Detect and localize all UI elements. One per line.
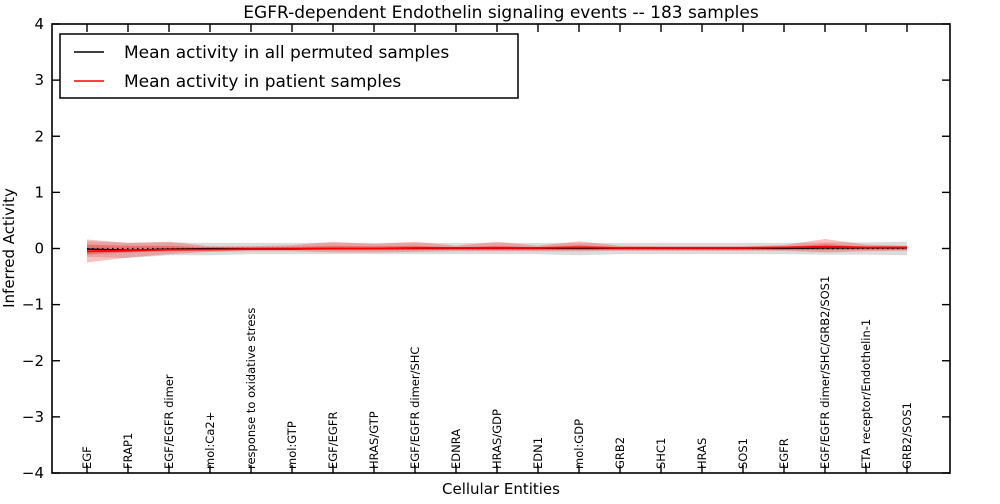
- x-tick-label: EGF: [80, 446, 94, 469]
- x-tick-label: GRB2/SOS1: [900, 402, 914, 469]
- patient-spread-outer-band: [87, 238, 907, 263]
- x-tick-label: EDNRA: [449, 429, 463, 469]
- y-tick-label: 0: [34, 240, 44, 258]
- chart-title: EGFR-dependent Endothelin signaling even…: [243, 3, 759, 23]
- x-tick-label: response to oxidative stress: [244, 308, 258, 469]
- x-tick-label: ETA receptor/Endothelin-1: [859, 319, 873, 469]
- plot-area: −4 −3 −2 −1 0 1 2 3 4 EGF FRAP1 EGF/EGFR dimer mol:C…: [22, 15, 951, 482]
- x-tick-label: EGF/EGFR: [326, 412, 340, 469]
- y-axis-label: Inferred Activity: [0, 188, 18, 308]
- x-tick-label: FRAP1: [121, 433, 135, 469]
- legend: Mean activity in all permuted samples Me…: [59, 33, 519, 99]
- y-tick-label: −2: [22, 352, 44, 370]
- x-tick-label: mol:GTP: [285, 421, 299, 469]
- legend-label-permuted: Mean activity in all permuted samples: [124, 43, 449, 63]
- permuted-spread-band: [87, 241, 907, 259]
- x-tick-label: HRAS/GDP: [490, 409, 504, 469]
- patient-spread-inner-band: [87, 244, 907, 255]
- y-tick-label: 2: [34, 127, 44, 145]
- x-axis-label: Cellular Entities: [442, 480, 560, 498]
- x-tick-label: SOS1: [736, 438, 750, 469]
- x-tick-label: mol:Ca2+: [203, 412, 217, 469]
- patient-mean-line: [86, 245, 907, 253]
- legend-box: [59, 33, 519, 99]
- y-tick-label: 1: [34, 183, 44, 201]
- x-tick-label: mol:GDP: [572, 419, 586, 469]
- x-tick-label: HRAS: [695, 438, 709, 469]
- x-tick-label: HRAS/GTP: [367, 411, 381, 469]
- x-tick-label: EGF/EGFR dimer/SHC/GRB2/SOS1: [818, 276, 832, 469]
- x-tick-label: EDN1: [531, 437, 545, 469]
- x-tick-label: GRB2: [613, 437, 627, 469]
- y-tick-label: 3: [34, 71, 44, 89]
- x-tick-label: EGF/EGFR dimer/SHC: [408, 347, 422, 469]
- x-tick-label: EGF/EGFR dimer: [162, 374, 176, 469]
- y-tick-label: −1: [22, 296, 44, 314]
- y-tick-label: −4: [22, 464, 44, 482]
- x-tick-label: SHC1: [654, 438, 668, 469]
- y-tick-label: 4: [34, 15, 44, 33]
- legend-label-patient: Mean activity in patient samples: [124, 72, 401, 92]
- y-tick-label: −3: [22, 408, 44, 426]
- x-tick-label: EGFR: [777, 438, 791, 469]
- axes-frame: [51, 23, 951, 474]
